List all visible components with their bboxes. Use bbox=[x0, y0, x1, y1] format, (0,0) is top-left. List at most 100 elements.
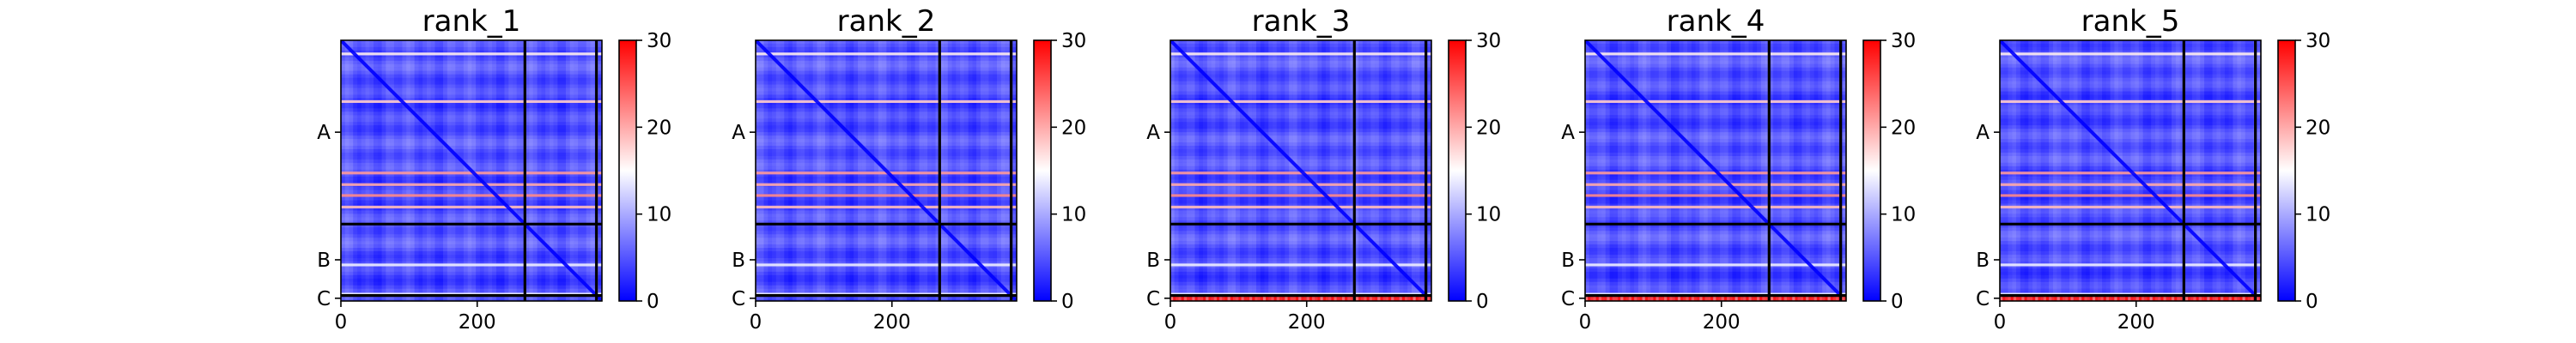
heatmap-column bbox=[1757, 40, 1761, 301]
heatmap-chain-c-cell bbox=[2098, 295, 2101, 301]
heatmap-row bbox=[1585, 53, 1846, 57]
heatmap-chain-c-cell bbox=[1246, 295, 1250, 301]
heatmap-row bbox=[756, 295, 1017, 299]
heatmap-row bbox=[341, 148, 602, 153]
heatmap-chain-c-cell bbox=[2111, 295, 2115, 301]
heatmap-column bbox=[578, 40, 582, 301]
heatmap-row bbox=[756, 98, 1017, 102]
heatmap-chain-c-cell bbox=[2016, 295, 2020, 301]
heatmap-chain-c-cell bbox=[1789, 295, 1793, 301]
heatmap-chain-c-cell bbox=[2237, 295, 2240, 301]
heatmap-row bbox=[1170, 162, 1431, 166]
heatmap-column bbox=[1394, 40, 1400, 301]
panel-title: rank_1 bbox=[422, 4, 521, 39]
heatmap-column bbox=[2122, 40, 2127, 301]
heatmap-row bbox=[2000, 118, 2261, 123]
heatmap-row bbox=[341, 70, 602, 75]
y-chain-label: B bbox=[317, 250, 331, 272]
heatmap-chain-c-cell bbox=[1292, 295, 1297, 301]
heatmap-cells bbox=[2000, 40, 2261, 301]
heatmap-row bbox=[756, 111, 1017, 116]
heatmap-row bbox=[2000, 288, 2261, 292]
heatmap-column bbox=[406, 40, 410, 301]
heatmap-chain-c-cell bbox=[1753, 295, 1758, 301]
heatmap-chain-c-cell bbox=[1593, 295, 1596, 301]
heatmap-chain-c-cell bbox=[2029, 295, 2033, 301]
x-tick-label: 200 bbox=[873, 311, 911, 334]
heatmap-row bbox=[341, 295, 602, 299]
heatmap-column bbox=[2147, 40, 2152, 301]
heatmap-row bbox=[2000, 94, 2261, 99]
heatmap-column bbox=[574, 40, 579, 301]
heatmap-column bbox=[2163, 40, 2168, 301]
y-chain-label: A bbox=[317, 122, 331, 144]
heatmap-row bbox=[341, 129, 602, 133]
heatmap-row bbox=[341, 268, 602, 272]
heatmap-chain-c-cell bbox=[2084, 295, 2087, 301]
heatmap-chain-c-cell bbox=[2217, 295, 2221, 301]
heatmap-column bbox=[488, 40, 493, 301]
heatmap-row bbox=[756, 274, 1017, 279]
heatmap-chain-c-cell bbox=[1331, 295, 1334, 301]
heatmap-row-band bbox=[756, 205, 1017, 209]
heatmap-chain-c-cell bbox=[1279, 295, 1283, 301]
heatmap-chain-c-cell bbox=[1637, 295, 1640, 301]
heatmap-row bbox=[1170, 81, 1431, 85]
heatmap-row bbox=[341, 84, 602, 88]
heatmap-chain-c-cell bbox=[1336, 295, 1340, 301]
heatmap-row-band bbox=[1170, 52, 1431, 56]
heatmap-row bbox=[1585, 257, 1846, 262]
heatmap-chain-c-cell bbox=[1315, 295, 1318, 301]
heatmap-row bbox=[2000, 77, 2261, 81]
heatmap-column bbox=[944, 40, 948, 301]
heatmap-row bbox=[1170, 207, 1431, 211]
heatmap-column bbox=[2118, 40, 2123, 301]
heatmap-column bbox=[537, 40, 542, 301]
heatmap-chain-c-cell bbox=[1680, 295, 1684, 301]
heatmap-row bbox=[1585, 118, 1846, 123]
heatmap-row bbox=[1585, 190, 1846, 194]
heatmap-chain-c-cell bbox=[1664, 295, 1668, 301]
heatmap-row bbox=[756, 162, 1017, 166]
heatmap-row-band bbox=[341, 205, 602, 209]
heatmap-column bbox=[1358, 40, 1363, 301]
heatmap-row bbox=[1585, 60, 1846, 64]
heatmap-row bbox=[2000, 271, 2261, 275]
heatmap-row bbox=[2000, 40, 2261, 44]
heatmap-row bbox=[341, 162, 602, 166]
heatmap-row bbox=[341, 203, 602, 208]
heatmap-row bbox=[756, 46, 1017, 51]
heatmap-column bbox=[2024, 40, 2029, 301]
panel-title: rank_3 bbox=[1252, 4, 1351, 39]
heatmap-column bbox=[357, 40, 361, 301]
heatmap-row bbox=[2000, 248, 2261, 252]
heatmap-chain-c-cell bbox=[1224, 295, 1228, 301]
heatmap-column bbox=[2057, 40, 2062, 301]
heatmap-column bbox=[1732, 40, 1737, 301]
heatmap-chain-c-cell bbox=[1200, 295, 1204, 301]
heatmap-row bbox=[1170, 200, 1431, 204]
heatmap-column bbox=[2138, 40, 2143, 301]
heatmap-column bbox=[2073, 40, 2078, 301]
heatmap-column bbox=[590, 40, 595, 301]
heatmap-row-band bbox=[1170, 205, 1431, 209]
heatmap-chain-c-cell bbox=[1683, 295, 1686, 301]
heatmap-chain-c-cell bbox=[2075, 295, 2080, 301]
heatmap-chain-c-cell bbox=[1691, 295, 1694, 301]
heatmap-chain-c-cell bbox=[1653, 295, 1656, 301]
heatmap-row bbox=[2000, 264, 2261, 268]
heatmap-column bbox=[849, 40, 854, 301]
heatmap-column bbox=[898, 40, 903, 301]
heatmap-chain-c-cell bbox=[2081, 295, 2085, 301]
heatmap-column bbox=[1589, 40, 1594, 301]
heatmap-row bbox=[341, 257, 602, 262]
heatmap-chain-c-cell bbox=[1233, 295, 1236, 301]
heatmap-chain-c-cell bbox=[1394, 295, 1397, 301]
heatmap-column bbox=[365, 40, 370, 301]
heatmap-chain-c-cell bbox=[1255, 295, 1258, 301]
heatmap-chain-c-cell bbox=[1710, 295, 1714, 301]
heatmap-chain-c-cell bbox=[2051, 295, 2055, 301]
heatmap-chain-c-cell bbox=[1385, 295, 1388, 301]
heatmap-chain-c-cell bbox=[2207, 295, 2210, 301]
